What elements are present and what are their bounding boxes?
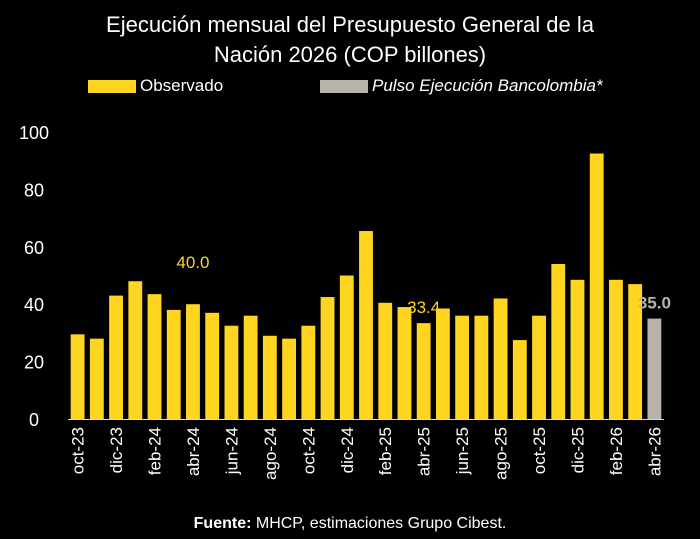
- source-label: Fuente:: [193, 515, 252, 532]
- bar-feb-25: [378, 302, 393, 419]
- bar-oct-24: [301, 325, 316, 419]
- bar-ago-25: [493, 298, 508, 419]
- chart-title-line-2: Nación 2026 (COP billones): [213, 42, 487, 67]
- bar-feb-24: [147, 294, 162, 419]
- bar-may-25: [435, 308, 450, 419]
- bar-dic-23: [109, 295, 123, 419]
- x-tick-label: ago-25: [492, 427, 511, 480]
- legend-swatch-observado: [88, 79, 136, 93]
- bar-jun-24: [224, 325, 239, 419]
- bar-ene-24: [128, 281, 143, 419]
- x-tick-label: abr-26: [645, 427, 664, 476]
- source-note: Fuente: MHCP, estimaciones Grupo Cibest.: [0, 515, 700, 533]
- data-label-abr-26: 35.0: [638, 294, 671, 313]
- bar-mar-24: [166, 309, 181, 419]
- bar-mar-26: [628, 284, 643, 419]
- legend-swatch-pulso: [320, 79, 368, 93]
- x-tick-label: oct-24: [299, 427, 318, 474]
- bar-ene-26: [589, 153, 604, 419]
- data-label-abr-24: 40.0: [176, 253, 209, 272]
- bar-jul-24: [243, 315, 258, 419]
- x-tick-label: dic-25: [568, 427, 587, 473]
- bar-ene-25: [359, 231, 373, 419]
- y-tick-label: 40: [24, 295, 44, 315]
- x-tick-label: feb-24: [146, 427, 165, 475]
- bar-sep-25: [512, 340, 527, 419]
- x-tick-label: dic-23: [107, 427, 126, 473]
- chart-title-line-1: Ejecución mensual del Presupuesto Genera…: [106, 12, 594, 37]
- bar-abr-25: [416, 323, 431, 419]
- x-tick-label: abr-24: [184, 427, 203, 476]
- x-tick-label: oct-23: [69, 427, 88, 474]
- bar-dic-25: [570, 279, 585, 419]
- legend-label-pulso: Pulso Ejecución Bancolombia*: [372, 76, 603, 95]
- x-tick-label: dic-24: [338, 427, 357, 473]
- bar-jun-25: [455, 315, 470, 419]
- x-tick-label: feb-25: [376, 427, 395, 475]
- bar-feb-26: [609, 279, 623, 419]
- bar-ago-24: [262, 335, 277, 419]
- bar-oct-25: [532, 315, 546, 419]
- y-tick-label: 20: [24, 353, 44, 373]
- bar-abr-26: [647, 318, 662, 419]
- bar-oct-23: [70, 334, 85, 419]
- x-tick-label: oct-25: [530, 427, 549, 474]
- x-tick-label: abr-25: [415, 427, 434, 476]
- x-tick-label: jun-25: [453, 427, 472, 475]
- legend-item-observado: Observado: [88, 75, 223, 97]
- bar-nov-24: [320, 297, 335, 419]
- bar-dic-24: [339, 275, 354, 419]
- bar-sep-24: [282, 338, 297, 419]
- chart-legend: Observado Pulso Ejecución Bancolombia*: [88, 75, 688, 97]
- bar-mar-25: [397, 307, 412, 419]
- bar-chart: 0 20 40 60 80 100 oct-23 dic-23 feb-24 abr-24 jun-…: [19, 123, 671, 480]
- bar-jul-25: [474, 315, 489, 419]
- y-tick-label: 0: [29, 410, 39, 430]
- bar-nov-23: [89, 338, 104, 419]
- x-tick-label: ago-24: [261, 427, 280, 480]
- bar-abr-24: [186, 304, 200, 419]
- bar-nov-25: [551, 264, 566, 419]
- y-tick-label: 100: [19, 123, 49, 143]
- data-label-abr-25: 33.4: [407, 298, 440, 317]
- x-tick-label: feb-26: [607, 427, 626, 475]
- source-text: MHCP, estimaciones Grupo Cibest.: [251, 515, 507, 532]
- legend-label-observado: Observado: [140, 76, 224, 95]
- y-tick-label: 60: [24, 238, 44, 258]
- legend-item-pulso: Pulso Ejecución Bancolombia*: [320, 75, 603, 97]
- chart-title: Ejecución mensual del Presupuesto Genera…: [0, 10, 700, 70]
- y-tick-label: 80: [24, 180, 44, 200]
- x-tick-label: jun-24: [222, 427, 241, 475]
- bar-may-24: [205, 312, 220, 419]
